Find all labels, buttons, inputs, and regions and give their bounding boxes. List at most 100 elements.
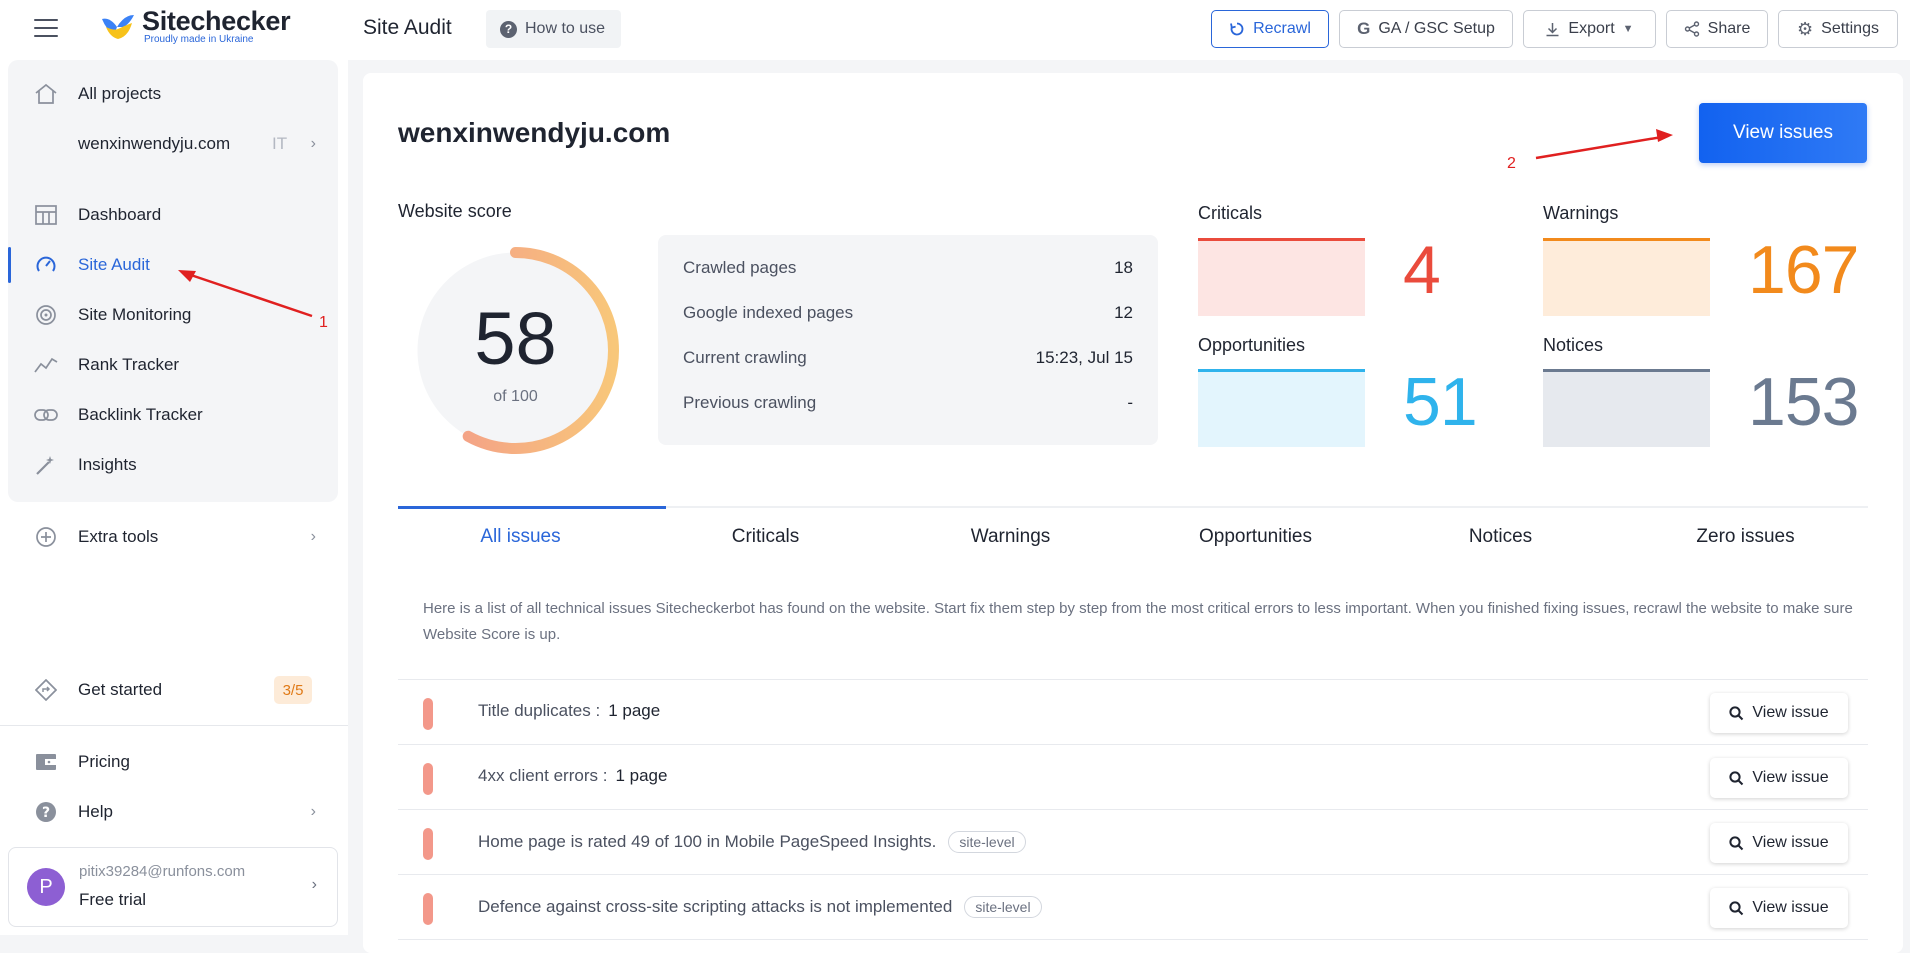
wallet-icon (34, 750, 58, 774)
view-issue-button[interactable]: View issue (1710, 693, 1848, 733)
sidebar-item-extra-tools[interactable]: Extra tools › (8, 515, 338, 559)
issue-text: Title duplicates : (478, 701, 601, 720)
issue-tabs: All issues Criticals Warnings Opportunit… (398, 506, 1868, 566)
avatar: P (27, 868, 65, 906)
main-panel: wenxinwendyju.com View issues Website sc… (363, 73, 1903, 953)
search-icon (1729, 835, 1744, 850)
site-level-tag: site-level (964, 896, 1042, 918)
severity-indicator (423, 828, 433, 860)
score-gauge: 58 of 100 (403, 238, 628, 463)
sidebar-item-project[interactable]: wenxinwendyju.com IT › (8, 122, 338, 166)
criticals-card[interactable] (1198, 238, 1365, 316)
chevron-right-icon: › (310, 528, 316, 545)
tab-criticals[interactable]: Criticals (731, 526, 800, 547)
stat-value: 18 (1114, 258, 1133, 277)
severity-indicator (423, 893, 433, 925)
issue-list: Title duplicates : 1 page View issue 4xx… (398, 679, 1868, 940)
sidebar-item-insights[interactable]: Insights (8, 443, 338, 487)
magic-wand-icon (34, 453, 58, 477)
stat-label: Google indexed pages (683, 303, 854, 322)
settings-label: Settings (1821, 20, 1879, 37)
how-to-use-button[interactable]: ? How to use (486, 10, 622, 48)
sidebar-item-label: Pricing (78, 752, 130, 771)
sidebar-item-label: Extra tools (78, 527, 159, 546)
nav-card: All projects wenxinwendyju.com IT › Dash… (8, 60, 338, 502)
opportunities-card[interactable] (1198, 369, 1365, 447)
share-button[interactable]: Share (1666, 10, 1768, 48)
issue-count[interactable]: 1 page (608, 701, 661, 720)
view-issue-button[interactable]: View issue (1710, 888, 1848, 928)
stat-label: Current crawling (683, 348, 807, 367)
search-icon (1729, 705, 1744, 720)
gauge-icon (34, 253, 58, 277)
sidebar-item-help[interactable]: ? Help › (8, 790, 338, 834)
view-issue-button[interactable]: View issue (1710, 823, 1848, 863)
opportunities-count: 51 (1403, 364, 1478, 440)
user-email: pitix39284@runfons.com (79, 863, 246, 880)
issue-count[interactable]: 1 page (615, 766, 668, 785)
annotation-marker-1: 1 (319, 314, 328, 331)
refresh-icon (1230, 22, 1244, 36)
issue-row: Defence against cross-site scripting att… (398, 875, 1868, 940)
site-level-tag: site-level (948, 831, 1026, 853)
diamond-route-icon (34, 678, 58, 702)
tab-all-issues[interactable]: All issues (398, 506, 666, 566)
plus-circle-icon (34, 525, 58, 549)
logo-name: Sitechecker (142, 6, 291, 36)
stat-value: - (1127, 393, 1133, 412)
website-score-label: Website score (398, 201, 512, 221)
sidebar-item-dashboard[interactable]: Dashboard (8, 193, 338, 237)
tab-opportunities[interactable]: Opportunities (1198, 526, 1312, 547)
sidebar-item-pricing[interactable]: Pricing (8, 740, 338, 784)
warnings-card[interactable] (1543, 238, 1710, 316)
sidebar-item-label: Backlink Tracker (78, 405, 203, 424)
annotation-marker-2: 2 (1507, 155, 1516, 172)
view-issue-label: View issue (1752, 834, 1829, 851)
recrawl-button[interactable]: Recrawl (1211, 10, 1329, 48)
sidebar-item-label: Site Audit (78, 255, 150, 274)
export-button[interactable]: Export ▼ (1523, 10, 1656, 48)
score-of: of 100 (493, 388, 538, 405)
tab-warnings[interactable]: Warnings (970, 526, 1051, 547)
issue-text: Home page is rated 49 of 100 in Mobile P… (478, 832, 937, 851)
sidebar-item-site-audit[interactable]: Site Audit (8, 243, 338, 287)
sidebar-item-all-projects[interactable]: All projects (8, 72, 338, 116)
settings-button[interactable]: ⚙ Settings (1778, 10, 1898, 48)
project-tag: IT (272, 134, 288, 153)
sidebar-item-get-started[interactable]: Get started 3/5 (8, 668, 338, 712)
sidebar-item-label: Help (78, 802, 113, 821)
sidebar: All projects wenxinwendyju.com IT › Dash… (0, 60, 348, 935)
view-issues-button[interactable]: View issues (1699, 103, 1867, 163)
search-icon (1729, 900, 1744, 915)
notices-count: 153 (1748, 364, 1859, 440)
issue-row: Home page is rated 49 of 100 in Mobile P… (398, 810, 1868, 875)
notices-card[interactable] (1543, 369, 1710, 447)
share-icon (1684, 21, 1699, 37)
menu-icon[interactable] (34, 19, 58, 39)
site-name: wenxinwendyju.com (398, 117, 671, 148)
sidebar-item-backlink-tracker[interactable]: Backlink Tracker (8, 393, 338, 437)
how-to-use-label: How to use (525, 20, 606, 37)
sidebar-item-label: Dashboard (78, 205, 162, 224)
logo[interactable]: Sitechecker Proudly made in Ukraine (100, 6, 291, 45)
chevron-right-icon: › (310, 135, 316, 152)
ga-gsc-setup-button[interactable]: G GA / GSC Setup (1339, 10, 1513, 48)
user-plan: Free trial (79, 890, 147, 909)
share-label: Share (1707, 20, 1751, 37)
issue-row: 4xx client errors : 1 page View issue (398, 745, 1868, 810)
notices-label: Notices (1543, 335, 1604, 355)
sidebar-item-site-monitoring[interactable]: Site Monitoring (8, 293, 338, 337)
question-icon: ? (500, 20, 517, 38)
google-icon: G (1357, 19, 1371, 38)
stat-label: Previous crawling (683, 393, 817, 412)
chevron-right-icon: › (311, 876, 317, 893)
page-title: Site Audit (363, 16, 452, 39)
crawl-stats: Crawled pages 18 Google indexed pages 12… (658, 235, 1158, 445)
tab-notices[interactable]: Notices (1468, 526, 1533, 547)
severity-indicator (423, 763, 433, 795)
user-account-card[interactable]: P pitix39284@runfons.com Free trial › (8, 847, 338, 927)
view-issue-button[interactable]: View issue (1710, 758, 1848, 798)
score-value: 58 (474, 297, 557, 380)
sidebar-item-rank-tracker[interactable]: Rank Tracker (8, 343, 338, 387)
tab-zero-issues[interactable]: Zero issues (1696, 526, 1795, 547)
